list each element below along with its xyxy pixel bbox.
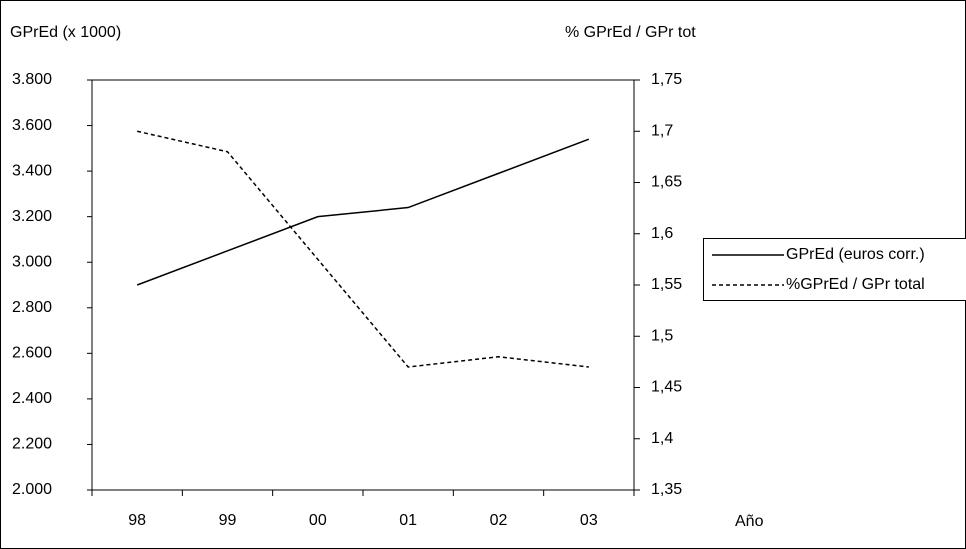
y2-tick-label: 1,45 bbox=[651, 379, 682, 396]
y-tick-label: 3.600 bbox=[12, 117, 52, 134]
y-tick-label: 3.400 bbox=[12, 162, 52, 179]
series-line bbox=[137, 130, 589, 368]
y-tick-label: 3.200 bbox=[12, 208, 52, 225]
y-tick-label: 2.400 bbox=[12, 390, 52, 407]
x-tick-label: 03 bbox=[580, 512, 598, 529]
y2-tick-label: 1,75 bbox=[651, 71, 682, 88]
series-line bbox=[136, 138, 590, 286]
y2-tick-label: 1,6 bbox=[651, 225, 673, 242]
y2-tick-label: 1,55 bbox=[651, 276, 682, 293]
y-tick-label: 2.600 bbox=[12, 345, 52, 362]
y-tick-label: 2.000 bbox=[12, 481, 52, 498]
y2-tick-label: 1,4 bbox=[651, 430, 673, 447]
x-tick-label: 00 bbox=[309, 512, 327, 529]
legend-label: GPrEd (euros corr.) bbox=[786, 246, 925, 263]
x-tick-label: 02 bbox=[490, 512, 508, 529]
y2-axis-label: % GPrEd / GPr tot bbox=[565, 24, 696, 41]
y2-tick-label: 1,5 bbox=[651, 327, 673, 344]
x-axis-label: Año bbox=[735, 513, 764, 530]
x-tick-label: 99 bbox=[219, 512, 237, 529]
y2-tick-label: 1,7 bbox=[651, 122, 673, 139]
y2-tick-label: 1,65 bbox=[651, 174, 682, 191]
y-tick-label: 2.800 bbox=[12, 299, 52, 316]
y-tick-label: 3.800 bbox=[12, 71, 52, 88]
y2-tick-label: 1,35 bbox=[651, 481, 682, 498]
y-tick-label: 2.200 bbox=[12, 436, 52, 453]
y-tick-label: 3.000 bbox=[12, 253, 52, 270]
x-tick-label: 98 bbox=[128, 512, 146, 529]
y-axis-label: GPrEd (x 1000) bbox=[10, 24, 121, 41]
x-tick-label: 01 bbox=[399, 512, 417, 529]
legend-box bbox=[703, 238, 966, 301]
legend-label: %GPrEd / GPr total bbox=[786, 276, 925, 293]
